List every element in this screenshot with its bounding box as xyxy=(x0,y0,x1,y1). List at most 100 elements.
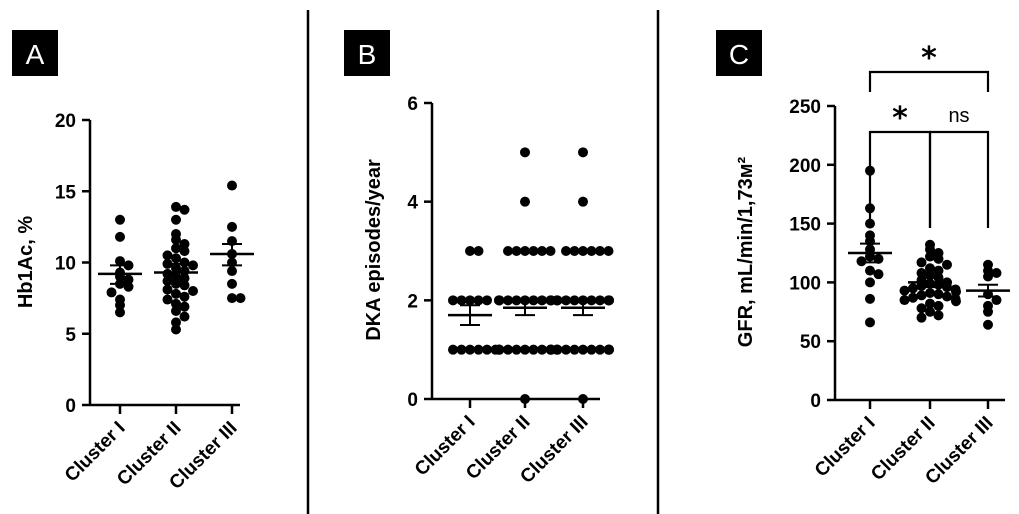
y-tick-label: 15 xyxy=(55,182,77,203)
data-point xyxy=(494,344,504,355)
y-tick-label: 0 xyxy=(407,390,418,411)
data-point xyxy=(933,265,944,276)
data-point xyxy=(227,293,237,304)
data-point xyxy=(227,221,237,232)
y-axis-title: DKA episodes/year xyxy=(363,159,385,341)
data-point xyxy=(933,289,944,300)
data-point xyxy=(162,294,173,305)
data-point xyxy=(595,246,605,256)
data-point xyxy=(865,265,875,276)
significance-label: * xyxy=(921,41,937,76)
data-point xyxy=(188,260,198,271)
y-tick-label: 20 xyxy=(55,111,76,132)
data-point xyxy=(115,214,125,225)
panel-tag-b: B xyxy=(358,39,377,70)
data-point xyxy=(933,300,944,311)
data-point xyxy=(465,246,475,256)
data-point xyxy=(115,256,125,267)
panel-tag-background xyxy=(344,30,390,76)
data-point xyxy=(865,293,875,304)
data-point xyxy=(448,344,458,355)
data-point xyxy=(933,253,944,264)
data-point xyxy=(604,295,614,306)
data-point xyxy=(448,295,458,306)
data-point xyxy=(552,295,562,306)
y-tick-label: 150 xyxy=(789,215,821,236)
y-tick-label: 4 xyxy=(407,193,418,214)
data-point xyxy=(162,250,173,261)
data-point xyxy=(561,295,571,306)
data-point xyxy=(983,319,993,330)
data-point xyxy=(179,238,190,249)
y-tick-label: 0 xyxy=(65,396,76,417)
panel-tag-background xyxy=(716,30,762,76)
data-point xyxy=(899,285,910,296)
data-point xyxy=(983,306,993,317)
data-point xyxy=(916,312,927,323)
data-point xyxy=(528,344,539,355)
data-point xyxy=(561,344,571,355)
data-point xyxy=(171,243,181,254)
data-point xyxy=(227,278,237,289)
data-point xyxy=(942,259,952,270)
data-point xyxy=(115,307,125,318)
y-tick-label: 200 xyxy=(789,156,821,177)
data-point xyxy=(171,305,181,316)
y-tick-label: 0 xyxy=(810,391,821,412)
data-point xyxy=(991,295,1002,306)
data-point xyxy=(603,246,614,256)
data-point xyxy=(537,246,547,256)
data-point xyxy=(171,214,181,225)
data-point xyxy=(578,147,588,158)
data-point xyxy=(171,234,181,245)
data-point xyxy=(465,344,475,355)
data-point xyxy=(528,246,539,256)
y-tick-label: 6 xyxy=(407,94,418,115)
data-point xyxy=(856,256,867,267)
panel-tag-a: A xyxy=(26,39,45,70)
data-point xyxy=(925,251,935,262)
data-point xyxy=(503,295,513,306)
data-point xyxy=(916,290,927,301)
data-point xyxy=(578,246,588,256)
data-point xyxy=(561,246,571,256)
significance-bracket xyxy=(868,70,990,92)
data-point xyxy=(171,317,181,328)
data-point xyxy=(942,282,952,293)
data-point xyxy=(473,344,484,355)
data-point xyxy=(511,246,522,256)
data-point xyxy=(179,301,190,312)
data-point xyxy=(456,344,467,355)
data-point xyxy=(171,298,181,309)
panel-tag-background xyxy=(12,30,58,76)
data-point xyxy=(179,246,190,257)
data-point xyxy=(162,284,173,295)
significance-label: * xyxy=(892,101,908,136)
data-point xyxy=(916,267,927,278)
data-point xyxy=(552,344,562,355)
data-point xyxy=(520,394,530,404)
data-point xyxy=(188,286,198,296)
data-point xyxy=(123,274,134,285)
data-point xyxy=(171,253,181,264)
data-point xyxy=(520,196,530,207)
data-point xyxy=(925,298,935,309)
data-point xyxy=(586,344,597,355)
data-point xyxy=(933,310,944,321)
data-point xyxy=(494,295,504,306)
data-point xyxy=(873,253,884,264)
significance-bracket xyxy=(928,130,990,228)
y-tick-label: 50 xyxy=(800,332,821,353)
data-point xyxy=(569,246,580,256)
data-point xyxy=(235,293,246,304)
data-point xyxy=(545,246,556,256)
data-point xyxy=(537,344,547,355)
data-point xyxy=(569,344,580,355)
data-point xyxy=(520,246,530,256)
data-point xyxy=(171,201,181,212)
